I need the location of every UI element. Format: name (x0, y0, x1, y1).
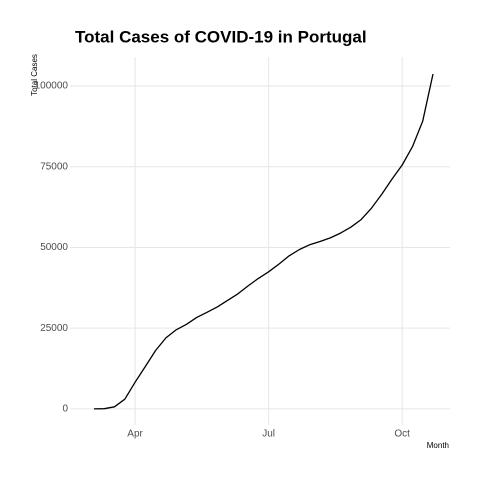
y-tick-label: 100000 (35, 81, 69, 92)
y-tick-label: 25000 (40, 323, 68, 334)
x-tick-label: Apr (127, 429, 143, 440)
x-tick-label: Oct (394, 429, 410, 440)
x-tick-label: Jul (262, 429, 275, 440)
y-tick-label: 50000 (40, 242, 68, 253)
line (93, 73, 434, 410)
y-axis-label: Total Cases (30, 54, 39, 96)
y-tick-label: 75000 (40, 161, 68, 172)
chart-title: Total Cases of COVID-19 in Portugal (75, 27, 367, 46)
y-tick-label: 0 (62, 404, 68, 415)
x-axis-label: Month (427, 441, 449, 450)
